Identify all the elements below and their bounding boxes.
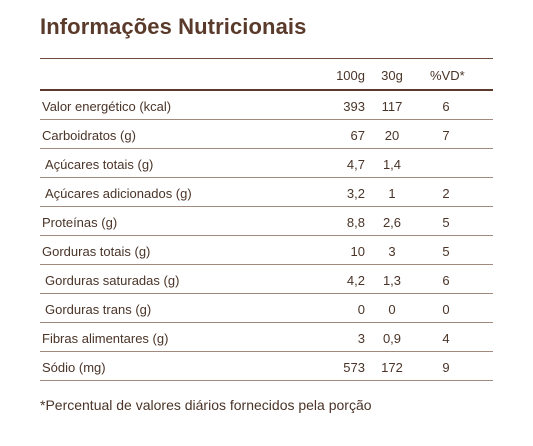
column-header-30g: 30g	[381, 68, 403, 83]
table-row: Açúcares adicionados (g) 3,2 1 2	[40, 178, 493, 207]
page-title: Informações Nutricionais	[40, 14, 307, 39]
row-divider	[40, 293, 493, 294]
table-row: Sódio (mg) 573 172 9	[40, 352, 493, 381]
value-vd: 2	[442, 186, 450, 201]
row-divider	[40, 264, 493, 265]
table-row: Açúcares totais (g) 4,7 1,4	[40, 149, 493, 178]
value-30g: 20	[384, 128, 400, 143]
value-100g: 573	[343, 360, 365, 375]
row-label: Gorduras saturadas (g)	[45, 273, 180, 288]
row-divider	[40, 206, 493, 207]
table-row: Gorduras totais (g) 10 3 5	[40, 236, 493, 265]
row-divider	[40, 119, 493, 120]
row-divider	[40, 380, 493, 381]
value-30g: 3	[388, 244, 396, 259]
row-label: Gorduras trans (g)	[45, 302, 152, 317]
value-30g: 1,4	[382, 157, 402, 172]
value-100g: 4,2	[346, 273, 365, 288]
value-100g: 3,2	[346, 186, 365, 201]
row-label: Açúcares adicionados (g)	[45, 186, 192, 201]
value-30g: 2,6	[382, 215, 402, 230]
row-label: Proteínas (g)	[42, 215, 118, 230]
table-row: Valor energético (kcal) 393 117 6	[40, 91, 493, 120]
value-vd: 4	[442, 331, 450, 346]
value-100g: 4,7	[346, 157, 365, 172]
row-label: Carboidratos (g)	[42, 128, 136, 143]
row-divider	[40, 235, 493, 236]
row-label: Gorduras totais (g)	[42, 244, 151, 259]
table-row: Carboidratos (g) 67 20 7	[40, 120, 493, 149]
table-row: Proteínas (g) 8,8 2,6 5	[40, 207, 493, 236]
value-30g: 1	[388, 186, 396, 201]
value-vd: 0	[442, 302, 450, 317]
value-vd: 7	[442, 128, 450, 143]
value-30g: 1,3	[382, 273, 402, 288]
table-top-rule	[40, 58, 493, 59]
row-label: Açúcares totais (g)	[45, 157, 154, 172]
footnote: *Percentual de valores diários fornecido…	[40, 397, 372, 413]
value-vd: 6	[442, 273, 450, 288]
value-30g: 172	[381, 360, 403, 375]
value-30g: 0	[388, 302, 396, 317]
table-row: Gorduras saturadas (g) 4,2 1,3 6	[40, 265, 493, 294]
row-divider	[40, 351, 493, 352]
row-label: Sódio (mg)	[42, 360, 106, 375]
column-header-100g: 100g	[336, 68, 365, 83]
value-100g: 393	[343, 99, 365, 114]
value-vd: 5	[442, 215, 450, 230]
row-label: Valor energético (kcal)	[42, 99, 172, 114]
value-100g: 0	[357, 302, 365, 317]
table-row: Fibras alimentares (g) 3 0,9 4	[40, 323, 493, 352]
value-100g: 67	[350, 128, 365, 143]
row-divider	[40, 148, 493, 149]
row-divider	[40, 322, 493, 323]
row-divider	[40, 177, 493, 178]
value-100g: 3	[357, 331, 365, 346]
value-100g: 8,8	[346, 215, 365, 230]
value-30g: 0,9	[382, 331, 402, 346]
table-row: Gorduras trans (g) 0 0 0	[40, 294, 493, 323]
value-30g: 117	[381, 99, 403, 114]
column-header-vd: %VD*	[430, 68, 465, 83]
row-label: Fibras alimentares (g)	[42, 331, 169, 346]
value-100g: 10	[350, 244, 365, 259]
value-vd: 6	[442, 99, 450, 114]
header-divider	[40, 89, 493, 91]
value-vd: 9	[442, 360, 450, 375]
value-vd: 5	[442, 244, 450, 259]
